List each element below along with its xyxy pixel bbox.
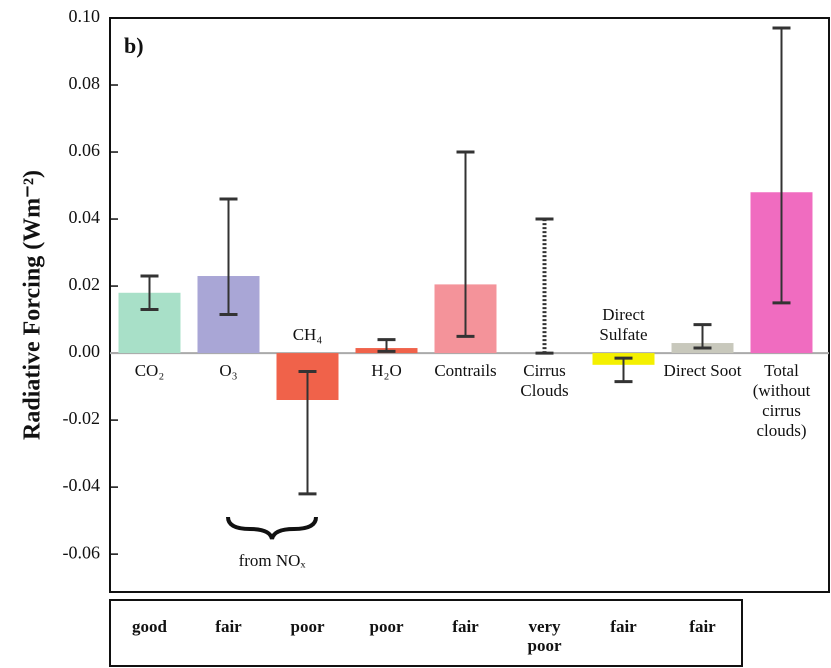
category-label: H₂O: [371, 361, 402, 381]
confidence-label: poor: [290, 617, 325, 636]
category-label: CH₄: [292, 325, 323, 345]
category-label: Cirrus Clouds: [520, 361, 569, 401]
y-tick-label: 0.08: [69, 73, 101, 93]
y-tick-label: 0.10: [69, 6, 101, 26]
y-tick-label: 0.06: [69, 140, 101, 160]
category-label: Direct Soot: [663, 361, 742, 381]
plot-frame: [109, 17, 830, 593]
confidence-label: fair: [610, 617, 637, 636]
brace: [226, 516, 318, 540]
category-label: Direct Sulfate: [599, 305, 648, 345]
y-axis-label: Radiative Forcing (Wm⁻²): [20, 170, 46, 440]
confidence-label: fair: [215, 617, 242, 636]
category-label: CO₂: [134, 361, 165, 381]
confidence-label: poor: [369, 617, 404, 636]
annotation: from NOₓ: [239, 551, 306, 570]
panel-label: b): [124, 33, 144, 58]
y-tick-label: -0.02: [63, 408, 101, 428]
confidence-table: [109, 599, 743, 667]
confidence-label: good: [132, 617, 167, 636]
y-tick-label: -0.06: [63, 542, 101, 562]
y-tick-label: 0.04: [69, 207, 101, 227]
y-tick-label: 0.02: [69, 274, 101, 294]
confidence-label: fair: [452, 617, 479, 636]
confidence-label: fair: [689, 617, 716, 636]
category-label: Contrails: [434, 361, 497, 381]
y-tick-label: -0.04: [63, 475, 101, 495]
category-label: Total (without cirrus clouds): [752, 361, 811, 441]
y-tick-label: 0.00: [69, 341, 101, 361]
category-label: O₃: [219, 361, 238, 381]
confidence-label: very poor: [527, 617, 562, 655]
